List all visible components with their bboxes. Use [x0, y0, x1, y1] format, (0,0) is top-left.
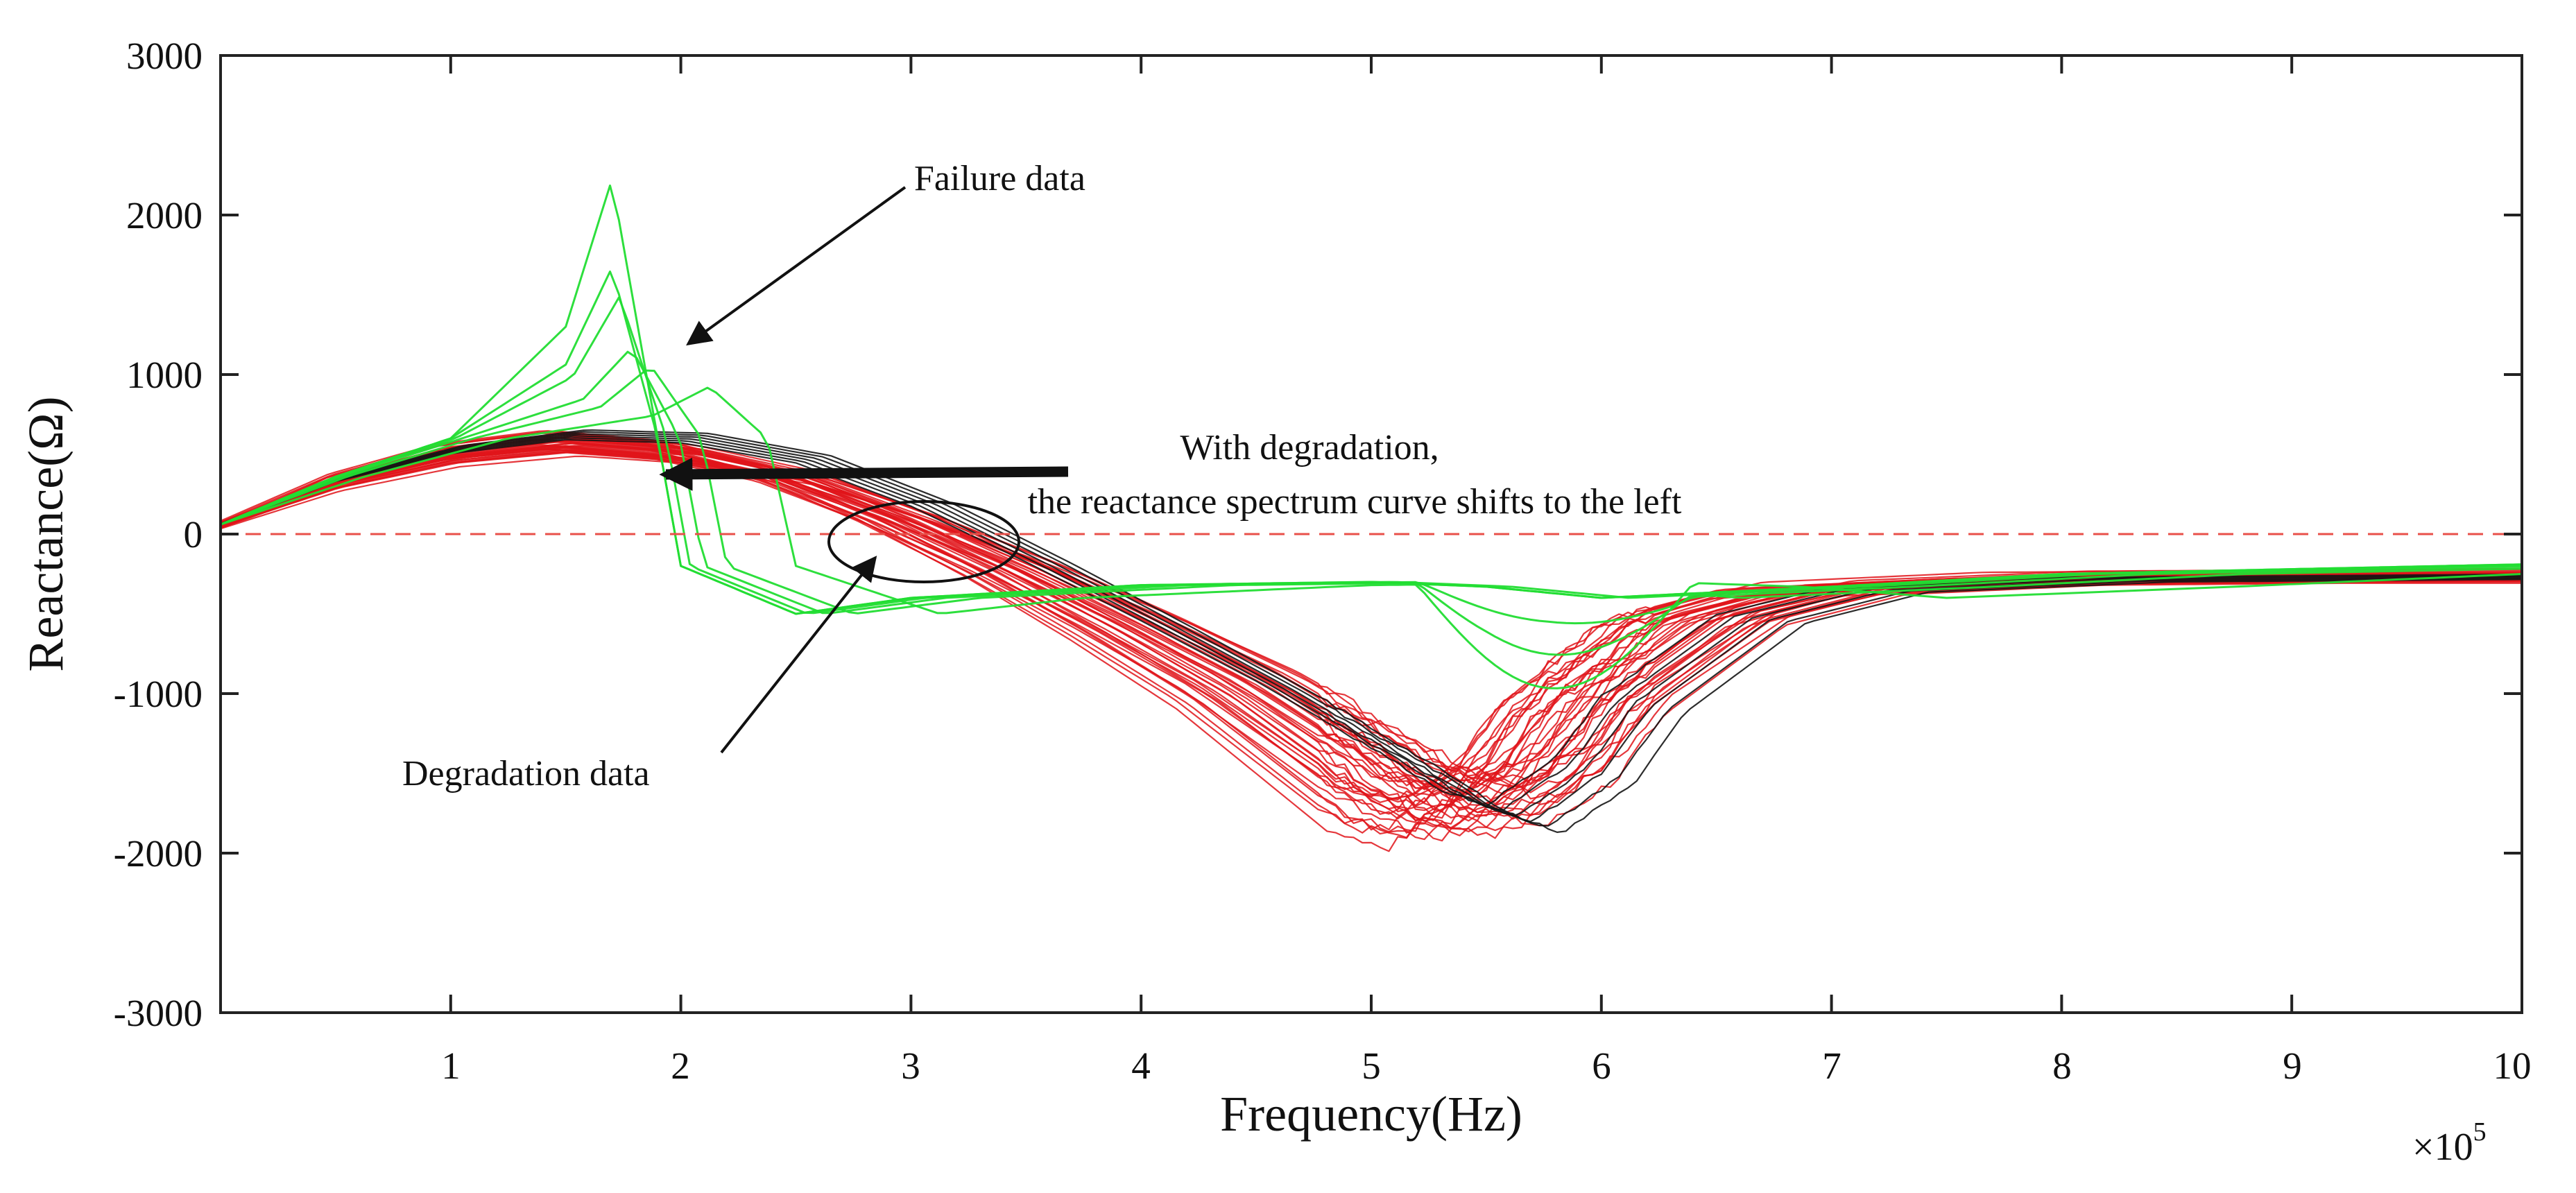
- failure-curve-6: [220, 386, 2523, 689]
- y-tick-label-1000: 1000: [126, 354, 203, 396]
- y-tick-label-3000: 3000: [126, 35, 203, 77]
- failure-curve-5: [220, 369, 2523, 656]
- x-tick-label-5: 5: [1362, 1045, 1381, 1087]
- failure-data-annotation: Failure data: [914, 159, 1085, 198]
- failure-arrow: [686, 186, 907, 346]
- x-tick-label-2: 2: [671, 1045, 690, 1087]
- baseline-curve-6: [220, 429, 2523, 833]
- y-axis-label: Reactance(Ω): [18, 396, 74, 671]
- x-tick-label-8: 8: [2052, 1045, 2072, 1087]
- baseline-curve-1: [220, 438, 2523, 807]
- x-multiplier-exponent: 5: [2473, 1117, 2487, 1147]
- x-tick-label-1: 1: [441, 1045, 461, 1087]
- shift-annotation-line1: With degradation,: [1180, 428, 1439, 467]
- x-tick-label-10: 10: [2493, 1045, 2532, 1087]
- degradation-ellipse: [827, 500, 1020, 583]
- y-tick-label-2000: 2000: [126, 194, 203, 237]
- shift-annotation-line2: the reactance spectrum curve shifts to t…: [1028, 482, 1682, 522]
- x-tick-label-7: 7: [1822, 1045, 1841, 1087]
- degradation-data-annotation: Degradation data: [402, 754, 650, 793]
- degradation-arrow: [720, 556, 877, 754]
- ticks-layer: [221, 54, 2523, 1014]
- x-tick-label-4: 4: [1131, 1045, 1151, 1087]
- baseline-curve-5: [220, 431, 2523, 827]
- baseline-curve-2: [220, 437, 2523, 811]
- x-multiplier-base: ×10: [2412, 1126, 2473, 1169]
- x-tick-label-6: 6: [1592, 1045, 1611, 1087]
- x-multiplier: ×105: [2412, 1117, 2487, 1169]
- y-tick-label-0: 0: [184, 513, 203, 556]
- x-tick-label-3: 3: [901, 1045, 920, 1087]
- y-tick-label-minus-3000: -3000: [114, 992, 203, 1034]
- x-axis-label: Frequency(Hz): [1220, 1086, 1522, 1142]
- y-tick-label-minus-1000: -1000: [114, 673, 203, 715]
- series-layer: [220, 184, 2523, 852]
- y-tick-label-minus-2000: -2000: [114, 832, 203, 875]
- x-tick-label-9: 9: [2283, 1045, 2302, 1087]
- shift-left-arrow: [659, 457, 1069, 491]
